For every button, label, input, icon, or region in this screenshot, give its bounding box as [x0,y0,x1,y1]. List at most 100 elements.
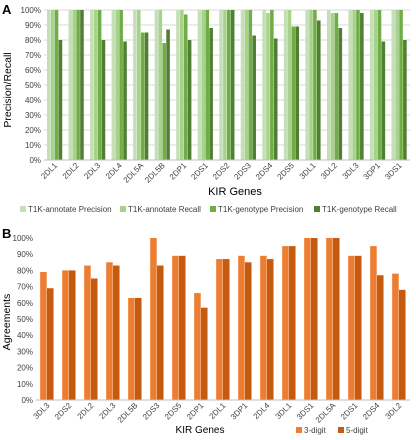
bar-3DL1-t1k-annotate-recall [309,10,313,160]
bar-2DS1-t1k-genotype-precision [205,10,210,160]
panel-b: B Agreements KIR Genes 0% 10% 20% 30% 40% 50%… [1,226,410,436]
bar-2DL3-5-digit [113,265,120,400]
bar-3DS1-t1k-annotate-recall [395,10,399,160]
bar-3DP1-t1k-annotate-recall [373,10,378,160]
bar-2DL2-t1k-genotype-recall [80,10,84,160]
bar-2DL4-t1k-annotate-precision [111,10,116,160]
y-tick-label: 60% [17,299,33,308]
bar-2DL3-t1k-annotate-recall [93,10,98,160]
bar-2DL5A-t1k-annotate-precision [133,10,137,160]
bar-2DS1-t1k-annotate-precision [197,10,202,160]
x-tick-label: 2DL3 [98,401,118,421]
bar-3DP1-t1k-genotype-recall [381,41,386,160]
x-tick-label: 3DL3 [32,401,52,421]
bar-2DS3-3-digit [150,238,157,400]
y-tick-label: 90% [17,250,33,259]
legend-swatch [210,206,216,212]
y-tick-label: 30% [17,347,33,356]
bar-2DL1-t1k-genotype-recall [58,40,63,160]
y-tick-label: 30% [25,111,41,120]
panel-a: A Precision/Recall KIR Genes 0% 10% 20% 30%… [2,2,410,214]
bar-2DL2-t1k-annotate-recall [72,10,76,160]
y-tick-label: 80% [25,36,41,45]
bar-2DS2-3-digit [62,270,69,400]
bar-2DL1-t1k-annotate-recall [50,10,55,160]
y-tick-label: 40% [17,331,33,340]
legend-swatch [296,427,302,433]
x-tick-label: 2DS4 [361,401,382,422]
bar-2DS2-5-digit [69,270,76,400]
bar-2DL1-t1k-genotype-precision [54,10,59,160]
y-tick-label: 70% [17,283,33,292]
panel-label-b: B [2,226,11,241]
x-tick-label: 2DL3 [82,161,102,181]
x-tick-label: 2DS3 [141,401,162,422]
x-tick-label: 3DL1 [298,161,318,181]
x-tick-label: 2DS1 [189,161,210,182]
bar-2DS2-t1k-annotate-precision [219,10,223,160]
bar-2DS2-t1k-genotype-recall [230,10,235,160]
bar-2DL5A-3-digit [326,238,333,400]
bar-2DS5-t1k-genotype-recall [295,26,300,160]
legend-label: 3-digit [304,426,327,435]
legend-label: 5-digit [346,426,369,435]
bar-2DP1-t1k-annotate-precision [176,10,180,160]
panel-a-y-axis-label: Precision/Recall [2,52,14,127]
panel-a-bars [47,10,407,160]
bar-2DL1-3-digit [216,259,223,400]
bar-2DS3-t1k-genotype-recall [252,35,256,160]
x-tick-label: 2DS5 [163,401,184,422]
bar-2DS4-t1k-annotate-precision [262,10,266,160]
bar-3DS1-3-digit [304,238,311,400]
bar-2DL5A-5-digit [333,238,340,400]
y-tick-label: 90% [25,21,41,30]
bar-2DL5A-t1k-genotype-precision [140,32,145,160]
bar-2DL3-t1k-genotype-precision [97,10,102,160]
legend-label: T1K-annotate Precision [28,205,112,214]
y-tick-label: 20% [17,364,33,373]
x-tick-label: 3DP1 [229,401,250,422]
bar-2DS4-3-digit [370,246,377,400]
panel-a-y-ticks: 0% 10% 20% 30% 40% 50% 60% 70% 80% 90% 100% [21,6,41,165]
bar-2DS4-t1k-genotype-recall [273,38,278,160]
x-tick-label: 2DL2 [76,401,96,421]
bar-2DL1-5-digit [223,259,230,400]
bar-3DL3-t1k-genotype-precision [356,10,360,160]
bar-2DL3-3-digit [106,262,113,400]
bar-2DL5A-t1k-genotype-recall [144,32,149,160]
panel-b-bars [40,238,406,400]
legend-swatch [20,206,26,212]
bar-2DS2-t1k-genotype-precision [227,10,231,160]
bar-2DP1-5-digit [201,307,208,400]
bar-2DL5B-t1k-genotype-recall [166,29,170,160]
x-tick-label: 2DL5B [143,161,167,185]
bar-3DL3-t1k-annotate-precision [348,10,353,160]
bar-2DS3-t1k-annotate-precision [240,10,245,160]
x-tick-label: 2DL1 [39,161,59,181]
bar-3DL2-3-digit [392,273,399,400]
bar-3DL1-5-digit [289,246,296,400]
x-tick-label: 3DL2 [384,401,404,421]
bar-2DL5B-t1k-annotate-recall [158,10,163,160]
y-tick-label: 100% [13,234,33,243]
bar-3DP1-t1k-genotype-precision [377,10,382,160]
bar-3DL3-5-digit [47,288,54,400]
bar-2DS1-t1k-annotate-recall [201,10,206,160]
legend-swatch [338,427,344,433]
bar-3DP1-5-digit [245,262,252,400]
bar-3DL1-t1k-genotype-precision [313,10,317,160]
panel-b-y-axis-label: Agreements [1,294,13,351]
bar-2DS3-t1k-annotate-recall [244,10,249,160]
bar-2DS5-t1k-genotype-precision [291,26,296,160]
x-tick-label: 2DS5 [275,161,296,182]
bar-3DL1-t1k-genotype-recall [316,20,321,160]
x-tick-label: 2DL2 [61,161,81,181]
bar-2DS5-5-digit [179,255,186,400]
bar-2DP1-3-digit [194,293,201,400]
bar-3DP1-3-digit [238,255,245,400]
bar-2DS4-5-digit [377,275,384,400]
bar-2DL5A-t1k-annotate-recall [137,10,141,160]
